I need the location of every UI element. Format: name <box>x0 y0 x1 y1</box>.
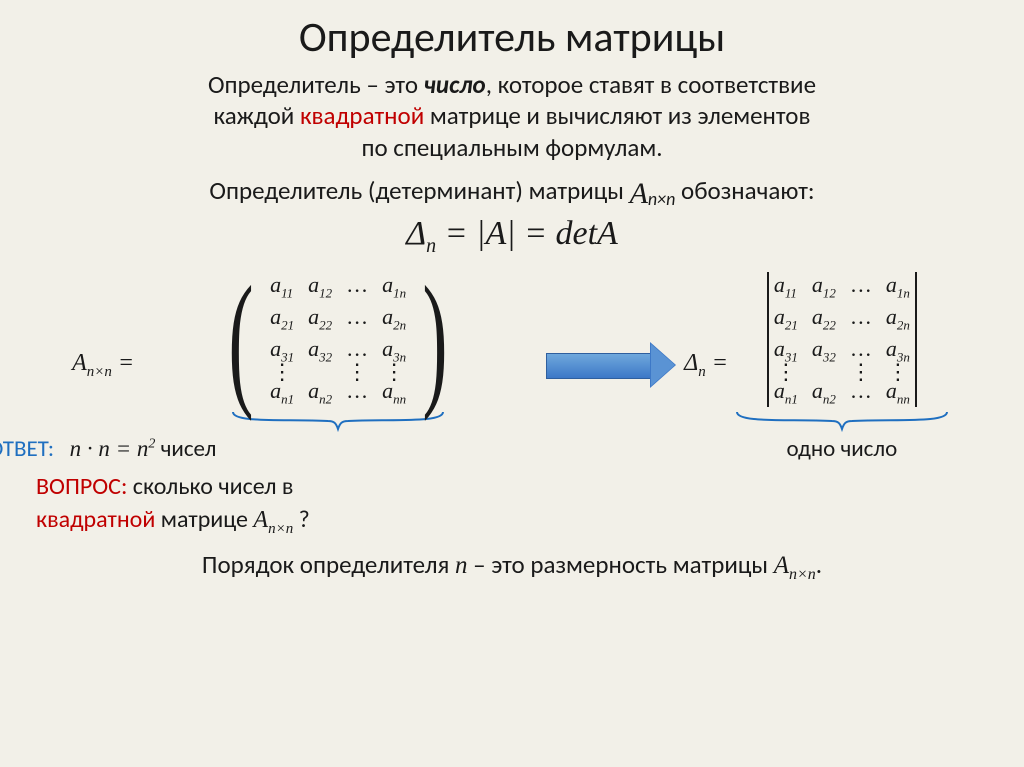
slide-title: Определитель матрицы <box>36 12 988 63</box>
order-Asub: n×n <box>789 566 816 583</box>
matrix-cell: a2n <box>886 304 910 333</box>
order-A: A <box>774 552 789 579</box>
question-sq: квадратной <box>36 505 155 534</box>
answer-label: ОТВЕТ: <box>0 435 54 463</box>
matrix-cell: a22 <box>308 304 332 333</box>
matrix-vdots: ⋮ <box>886 369 910 375</box>
notation-b: обозначают: <box>675 175 814 206</box>
notation-Asub: n×n <box>648 188 675 210</box>
order-b: – это размерность матрицы <box>467 549 773 580</box>
matrix-cell: a22 <box>812 304 836 333</box>
matrix-cell: an1 <box>774 378 798 407</box>
intro-2a: каждой <box>214 100 300 131</box>
question-a: сколько чисел в <box>127 472 293 501</box>
rhs-delta-eq: = <box>706 350 728 376</box>
intro-square: квадратной <box>300 100 424 131</box>
question-line2: квадратной матрице An×n ? <box>36 504 988 539</box>
question-label: ВОПРОС: <box>36 472 127 501</box>
matrix-cell: a1n <box>382 272 406 301</box>
lhs-A: An×n = <box>72 350 134 381</box>
notation-a: Определитель (детерминант) матрицы <box>209 175 629 206</box>
eq-2: | = <box>506 215 555 252</box>
left-matrix: ( a11a12…a1na21a22…a2na31a32…a3n⋮⋮⋮an1an… <box>216 268 460 412</box>
intro-2b: матрице и вычисляют из элементов <box>424 100 810 131</box>
eq-det: detA <box>556 215 618 252</box>
notation-line: Определитель (детерминант) матрицы An×n … <box>36 175 988 211</box>
matrix-dots: … <box>850 378 872 407</box>
matrix-vdots <box>812 369 836 375</box>
matrix-cell: a11 <box>270 272 294 301</box>
intro-3: по специальным формулам. <box>361 132 662 163</box>
matrix-cell: ann <box>886 378 910 407</box>
matrix-vdots <box>308 369 332 375</box>
right-matrix-body: a11a12…a1na21a22…a2na31a32…a3n⋮⋮⋮an1an2…… <box>770 268 914 412</box>
eq-delta: Δ <box>406 215 426 252</box>
matrix-vdots: ⋮ <box>850 369 872 375</box>
intro-paragraph: Определитель – это число, которое ставят… <box>36 69 988 163</box>
matrix-dots: … <box>346 272 368 301</box>
matrix-dots: … <box>346 378 368 407</box>
ans-b: чисел <box>155 435 216 463</box>
lhs-A-sym: A <box>72 350 87 376</box>
matrix-dots: … <box>850 272 872 301</box>
rhs-delta-sub: n <box>698 364 706 380</box>
matrix-cell: ann <box>382 378 406 407</box>
eq-delta-sub: n <box>426 235 436 257</box>
eq-1: = | <box>436 215 485 252</box>
matrix-cell: a12 <box>812 272 836 301</box>
right-under-label: одно число <box>787 435 898 463</box>
eq-A: A <box>485 215 506 252</box>
lparen-close: ) <box>423 268 448 412</box>
notation-A: A <box>630 177 648 210</box>
bottom-block: ВОПРОС: сколько чисел в квадратной матри… <box>36 471 988 538</box>
question-Asub: n×n <box>268 520 293 536</box>
right-matrix: a11a12…a1na21a22…a2na31a32…a3n⋮⋮⋮an1an2…… <box>766 268 918 412</box>
matrix-cell: a11 <box>774 272 798 301</box>
right-brace-icon <box>732 409 952 433</box>
matrix-vdots: ⋮ <box>382 369 406 375</box>
arrow-icon <box>546 342 676 388</box>
matrix-diagram: An×n = ( a11a12…a1na21a22…a2na31a32…a3n⋮… <box>36 268 988 464</box>
lparen-open: ( <box>229 268 254 412</box>
intro-1b: , которое ставят в соответствие <box>486 69 816 100</box>
det-bar-left <box>767 272 769 408</box>
matrix-cell: a12 <box>308 272 332 301</box>
question-b2: матрице <box>155 505 253 534</box>
matrix-dots: … <box>346 304 368 333</box>
matrix-vdots: ⋮ <box>270 369 294 375</box>
matrix-cell: a32 <box>812 336 836 365</box>
det-bar-right <box>915 272 917 408</box>
matrix-cell: a32 <box>308 336 332 365</box>
matrix-vdots: ⋮ <box>346 369 368 375</box>
matrix-cell: a2n <box>382 304 406 333</box>
matrix-vdots: ⋮ <box>774 369 798 375</box>
lhs-A-eq: = <box>112 350 134 376</box>
lhs-A-sub: n×n <box>87 364 112 380</box>
left-under-label: ОТВЕТ: n · n = n2 чисел <box>0 435 388 463</box>
matrix-cell: a1n <box>886 272 910 301</box>
left-matrix-body: a11a12…a1na21a22…a2na31a32…a3n⋮⋮⋮an1an2…… <box>266 268 410 412</box>
matrix-cell: an2 <box>812 378 836 407</box>
question-A: A <box>253 507 268 533</box>
intro-num: число <box>424 69 486 100</box>
intro-1a: Определитель – это <box>208 69 424 100</box>
left-brace-icon <box>228 409 448 433</box>
question-qm: ? <box>293 505 310 534</box>
rhs-delta: Δn = <box>684 350 728 381</box>
right-matrix-block: a11a12…a1na21a22…a2na31a32…a3n⋮⋮⋮an1an2…… <box>732 268 952 464</box>
order-line: Порядок определителя n – это размерность… <box>36 549 988 584</box>
matrix-cell: an2 <box>308 378 332 407</box>
order-dot: . <box>816 549 822 580</box>
main-equation: Δn = |A| = detA <box>36 215 988 258</box>
question-line1: ВОПРОС: сколько чисел в <box>36 471 988 503</box>
matrix-cell: a21 <box>774 304 798 333</box>
matrix-dots: … <box>850 304 872 333</box>
left-matrix-block: ( a11a12…a1na21a22…a2na31a32…a3n⋮⋮⋮an1an… <box>138 268 538 464</box>
order-n: n <box>455 552 468 579</box>
rhs-delta-sym: Δ <box>684 350 698 376</box>
matrix-cell: an1 <box>270 378 294 407</box>
matrix-cell: a21 <box>270 304 294 333</box>
order-a: Порядок определителя <box>202 549 455 580</box>
ans-eq: n · n = n <box>70 436 149 461</box>
